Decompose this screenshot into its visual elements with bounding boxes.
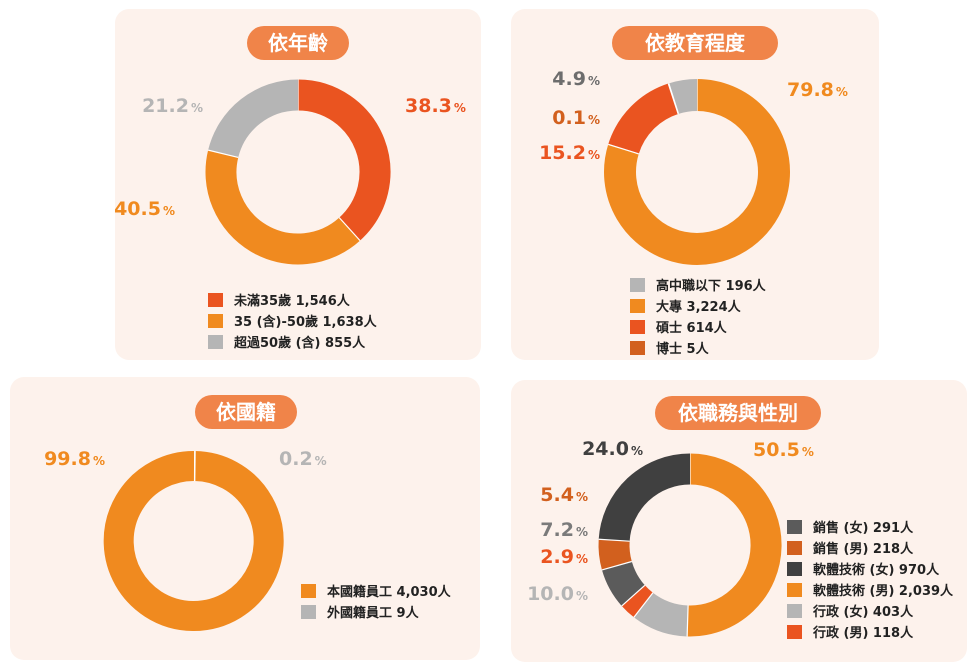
legend-item: 銷售 (男) 218人 [787, 537, 953, 558]
legend-label: 銷售 (女) 291人 [813, 521, 914, 536]
donut-slice [601, 560, 646, 606]
donut-chart-age: 38.3 % 40.5 % 21.2% [114, 79, 466, 265]
slice-percent-label: 10.0% [527, 583, 588, 605]
slice-separator [668, 83, 680, 115]
legend-label: 軟體技術 (女) 970人 [813, 563, 940, 578]
legend-swatch [301, 583, 316, 598]
legend-swatch [630, 277, 645, 292]
donut-chart-education: 79.8 % 15.2 % 0.1 % 4.9% [539, 68, 848, 265]
legend-item: 博士 5人 [630, 337, 766, 358]
slice-percent-label: 4.9% [552, 68, 600, 90]
legend-swatch [630, 340, 645, 355]
donut-slice [687, 453, 782, 637]
legend-label: 外國籍員工 9人 [327, 606, 419, 621]
slice-percent-label: 5.4% [540, 484, 588, 506]
legend-swatch [787, 540, 802, 555]
legend-swatch [787, 624, 802, 639]
donut-chart-job-gender: 50.5 % 10.0 % 2.9 % 7.2 % 5.4 % 24.0% [527, 438, 814, 637]
panel-age: 依年齡 38.3% 40.5% 21.2% 未滿35歲 1,546人 35 (含)-5… [114, 9, 481, 360]
donut-slice [297, 79, 391, 241]
donut-slice [205, 150, 361, 265]
donut-slice [103, 450, 284, 631]
legend-label: 本國籍員工 4,030人 [327, 585, 451, 600]
donut-slice [604, 79, 790, 265]
legend-item: 軟體技術 (女) 970人 [787, 558, 953, 579]
donut-slice [598, 539, 632, 570]
legend-swatch [208, 334, 223, 349]
legend-item: 軟體技術 (男) 2,039人 [787, 579, 953, 600]
legend-label: 銷售 (男) 218人 [813, 542, 914, 557]
panel-nationality: 依國籍 0.2% 99.8% 本國籍員工 4,030人 外國籍員工 9人 [10, 377, 480, 660]
slice-separator [207, 149, 239, 159]
slice-separator [601, 560, 632, 571]
panel-job-gender: 依職務與性別 50.5% 10.0% 2.9% 7.2% 5.4% 24.0% 銷售 (女… [511, 380, 967, 662]
slice-percent-label: 38.3% [405, 95, 466, 117]
legend-label: 35 (含)-50歲 1,638人 [234, 315, 377, 330]
donut-slice [633, 592, 689, 637]
legend-label: 碩士 614人 [656, 321, 727, 336]
legend-label: 行政 (女) 403人 [813, 605, 914, 620]
slice-percent-label: 99.8% [44, 448, 105, 470]
panel-title: 依年齡 [247, 26, 349, 60]
legend-item: 行政 (女) 403人 [787, 600, 953, 621]
panel-title: 依職務與性別 [655, 396, 821, 430]
legend-swatch [208, 292, 223, 307]
slice-percent-label: 24.0% [582, 438, 643, 460]
slice-percent-label: 7.2% [540, 519, 588, 541]
legend-item: 超過50歲 (含) 855人 [208, 331, 377, 352]
legend-age: 未滿35歲 1,546人 35 (含)-50歲 1,638人 超過50歲 (含) 8… [208, 289, 377, 352]
legend-nationality: 本國籍員工 4,030人 外國籍員工 9人 [301, 580, 451, 622]
legend-item: 碩士 614人 [630, 316, 766, 337]
legend-swatch [301, 604, 316, 619]
legend-item: 未滿35歲 1,546人 [208, 289, 377, 310]
legend-swatch [787, 561, 802, 576]
slice-percent-label: 2.9% [540, 546, 588, 568]
slice-percent-label: 0.2% [279, 448, 327, 470]
slice-percent-label: 79.8% [787, 79, 848, 101]
legend-swatch [787, 519, 802, 534]
legend-item: 行政 (男) 118人 [787, 621, 953, 642]
legend-swatch [787, 582, 802, 597]
slice-separator [621, 584, 646, 607]
slice-percent-label: 50.5% [753, 439, 814, 461]
panel-title: 依國籍 [195, 395, 297, 429]
legend-swatch [787, 603, 802, 618]
slice-separator [633, 592, 654, 618]
donut-slice [608, 83, 679, 155]
legend-swatch [630, 319, 645, 334]
legend-item: 35 (含)-50歲 1,638人 [208, 310, 377, 331]
legend-label: 超過50歲 (含) 855人 [234, 336, 366, 351]
donut-slice [208, 79, 299, 159]
slice-separator [338, 217, 361, 242]
panel-title: 依教育程度 [612, 26, 778, 60]
legend-swatch [208, 313, 223, 328]
slice-separator [686, 605, 689, 637]
legend-label: 高中職以下 196人 [656, 279, 766, 294]
legend-item: 銷售 (女) 291人 [787, 516, 953, 537]
legend-item: 大專 3,224人 [630, 295, 766, 316]
slice-separator [608, 143, 639, 155]
legend-label: 軟體技術 (男) 2,039人 [813, 584, 954, 599]
legend-label: 大專 3,224人 [656, 300, 741, 315]
legend-education: 高中職以下 196人 大專 3,224人 碩士 614人 博士 5人 [630, 274, 766, 358]
legend-label: 未滿35歲 1,546人 [234, 294, 350, 309]
slice-percent-label: 40.5% [114, 198, 175, 220]
legend-item: 高中職以下 196人 [630, 274, 766, 295]
legend-label: 行政 (男) 118人 [813, 626, 914, 641]
donut-slice [668, 79, 698, 115]
legend-item: 外國籍員工 9人 [301, 601, 451, 622]
donut-slice [621, 585, 654, 618]
slice-percent-label: 21.2% [142, 95, 203, 117]
slice-percent-label: 15.2% [539, 142, 600, 164]
legend-swatch [630, 298, 645, 313]
slice-separator [598, 538, 630, 542]
donut-slice [598, 453, 691, 542]
panel-education: 依教育程度 79.8% 15.2% 0.1% 4.9% 高中職以下 196人 大專 3,… [511, 9, 879, 360]
legend-label: 博士 5人 [656, 342, 709, 357]
donut-chart-nationality: 0.2 % 99.8% [44, 448, 327, 631]
legend-job-gender: 銷售 (女) 291人 銷售 (男) 218人軟體技術 (女) 970人 軟體技術 … [787, 516, 953, 642]
legend-item: 本國籍員工 4,030人 [301, 580, 451, 601]
slice-percent-label: 0.1% [552, 107, 600, 129]
